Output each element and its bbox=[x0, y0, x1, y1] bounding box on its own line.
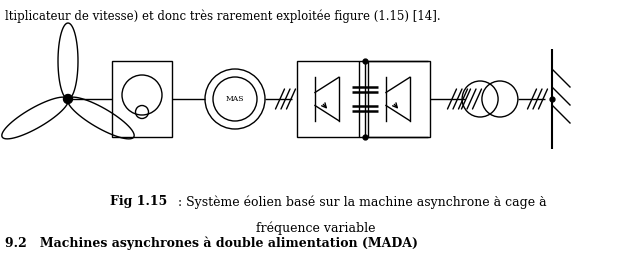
Text: fréquence variable: fréquence variable bbox=[256, 221, 376, 235]
Text: Fig 1.15: Fig 1.15 bbox=[110, 196, 167, 209]
Bar bbox=[297, 61, 359, 137]
Text: : Système éolien basé sur la machine asynchrone à cage à: : Système éolien basé sur la machine asy… bbox=[178, 195, 547, 209]
Circle shape bbox=[63, 94, 73, 103]
Text: 9.2   Machines asynchrones à double alimentation (MADA): 9.2 Machines asynchrones à double alimen… bbox=[5, 236, 418, 249]
Bar bbox=[112, 61, 172, 137]
Text: ltiplicateur de vitesse) et donc très rarement exploitée figure (1.15) [14].: ltiplicateur de vitesse) et donc très ra… bbox=[5, 9, 441, 23]
Bar bbox=[368, 61, 430, 137]
Text: MAS: MAS bbox=[226, 95, 244, 103]
